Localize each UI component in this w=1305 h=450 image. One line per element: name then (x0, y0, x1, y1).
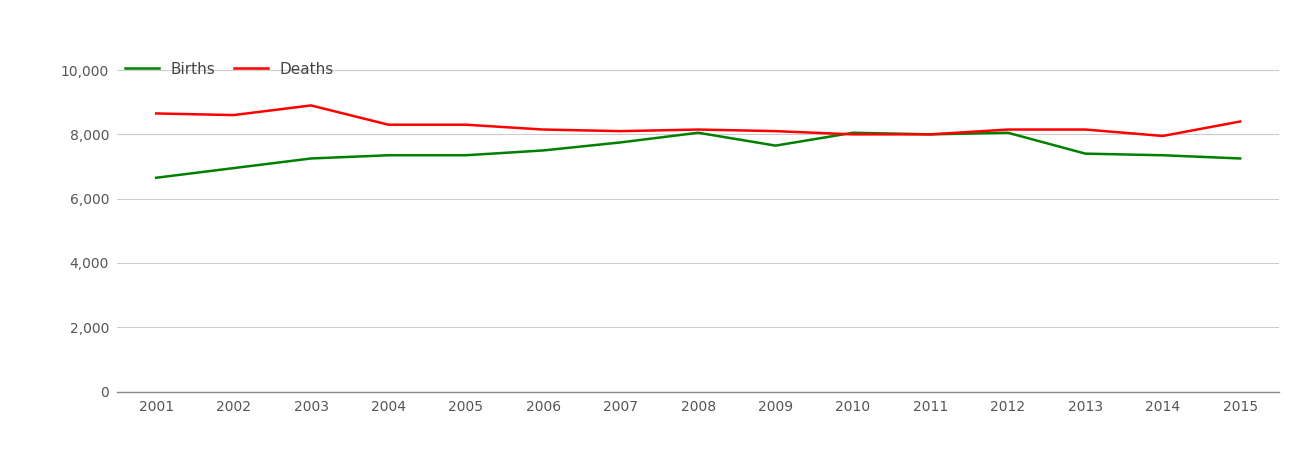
Births (690, 130, 706, 135)
Legend: Births, Deaths: Births, Deaths (125, 62, 334, 76)
Deaths (303, 103, 318, 108)
Deaths (846, 132, 861, 137)
Deaths (381, 122, 397, 127)
Deaths (535, 127, 551, 132)
Deaths (1078, 127, 1094, 132)
Births (923, 132, 938, 137)
Births (226, 166, 241, 171)
Births (381, 153, 397, 158)
Births (303, 156, 318, 161)
Deaths (226, 112, 241, 118)
Line: Deaths: Deaths (157, 105, 1240, 136)
Births (846, 130, 861, 135)
Deaths (613, 128, 629, 134)
Births (149, 175, 164, 180)
Line: Births: Births (157, 133, 1240, 178)
Deaths (1000, 127, 1015, 132)
Births (613, 140, 629, 145)
Deaths (458, 122, 474, 127)
Births (767, 143, 783, 148)
Births (535, 148, 551, 153)
Deaths (923, 132, 938, 137)
Deaths (1232, 119, 1248, 124)
Births (458, 153, 474, 158)
Deaths (1155, 133, 1171, 139)
Births (1000, 130, 1015, 135)
Deaths (767, 128, 783, 134)
Births (1155, 153, 1171, 158)
Deaths (690, 127, 706, 132)
Deaths (149, 111, 164, 116)
Births (1078, 151, 1094, 156)
Births (1232, 156, 1248, 161)
